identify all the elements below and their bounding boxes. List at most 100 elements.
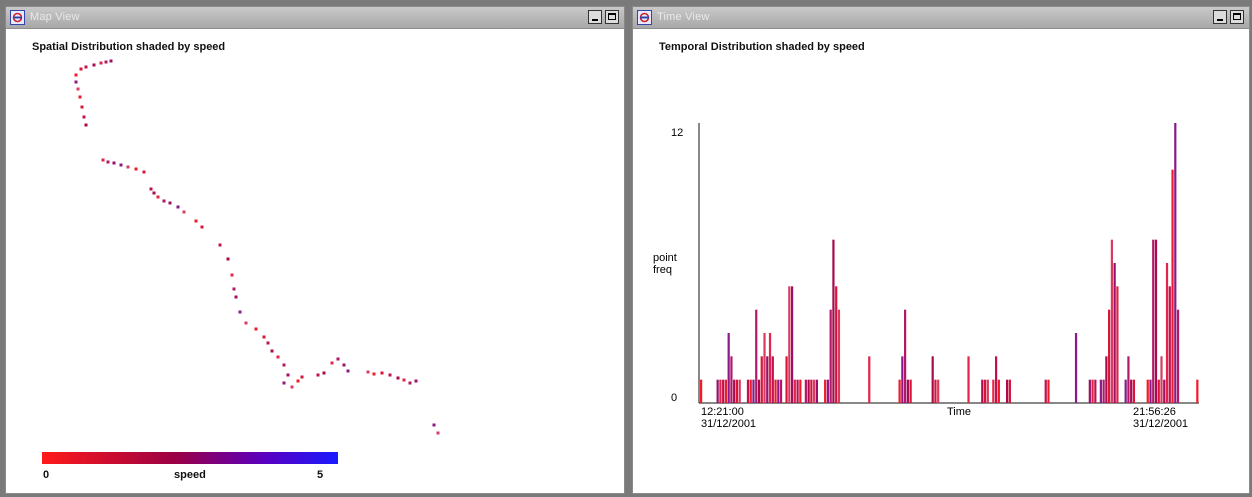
y-axis-label-line2: freq bbox=[653, 264, 672, 276]
map-point bbox=[436, 431, 440, 435]
time-bar bbox=[796, 379, 799, 403]
time-bar bbox=[904, 309, 907, 403]
map-point bbox=[112, 161, 116, 165]
time-bar bbox=[829, 309, 832, 403]
time-bar bbox=[997, 379, 1000, 403]
map-point bbox=[366, 370, 370, 374]
time-bar bbox=[824, 379, 827, 403]
time-bar bbox=[1174, 123, 1177, 403]
time-bar bbox=[1094, 379, 1097, 403]
time-bar bbox=[832, 239, 835, 403]
time-bar bbox=[760, 356, 763, 403]
map-point bbox=[152, 191, 156, 195]
time-bar bbox=[777, 379, 780, 403]
map-point bbox=[104, 60, 108, 64]
map-point bbox=[238, 310, 242, 314]
time-bar bbox=[1160, 356, 1163, 403]
map-point bbox=[282, 381, 286, 385]
map-point bbox=[316, 373, 320, 377]
map-point bbox=[234, 295, 238, 299]
time-bar bbox=[752, 379, 755, 403]
map-point bbox=[342, 363, 346, 367]
time-bar bbox=[1099, 379, 1102, 403]
time-bar bbox=[1047, 379, 1050, 403]
map-point bbox=[84, 65, 88, 69]
time-bar bbox=[1168, 286, 1171, 403]
time-bar bbox=[733, 379, 736, 403]
time-bar bbox=[1108, 309, 1111, 403]
x-start-time: 12:21:00 bbox=[701, 406, 744, 418]
map-point bbox=[84, 123, 88, 127]
x-end-time: 21:56:26 bbox=[1133, 406, 1176, 418]
time-bar bbox=[1116, 286, 1119, 403]
map-point bbox=[402, 378, 406, 382]
time-bar bbox=[994, 356, 998, 403]
map-point bbox=[182, 210, 186, 214]
map-point bbox=[176, 205, 180, 209]
minimize-button[interactable] bbox=[1213, 10, 1227, 24]
map-point bbox=[266, 341, 270, 345]
time-bar bbox=[1154, 239, 1158, 403]
time-bar bbox=[738, 379, 741, 403]
time-bar bbox=[898, 379, 901, 403]
map-point bbox=[262, 335, 266, 339]
time-bar bbox=[785, 356, 788, 403]
time-bar bbox=[1124, 379, 1127, 403]
maximize-button[interactable] bbox=[1230, 10, 1244, 24]
map-point bbox=[330, 361, 334, 365]
time-bar bbox=[981, 379, 984, 403]
time-bar bbox=[1110, 239, 1113, 403]
time-bar bbox=[815, 379, 818, 403]
time-bar bbox=[983, 379, 987, 403]
time-bar bbox=[766, 356, 769, 403]
map-view-window[interactable]: Map View Spatial Distribution shaded by … bbox=[5, 6, 625, 494]
map-point bbox=[286, 373, 290, 377]
time-bar bbox=[1008, 379, 1011, 403]
map-point bbox=[76, 87, 80, 91]
time-view-titlebar[interactable]: Time View bbox=[633, 7, 1249, 29]
map-point bbox=[380, 371, 384, 375]
temporal-distribution-chart[interactable]: 12 0 point freq Time 12:21:00 31/12/2001… bbox=[633, 7, 1250, 494]
y-tick-bottom: 0 bbox=[671, 392, 677, 404]
map-point bbox=[142, 170, 146, 174]
time-bar bbox=[1105, 356, 1108, 403]
maximize-button[interactable] bbox=[605, 10, 619, 24]
time-bar bbox=[788, 286, 791, 403]
time-bar bbox=[790, 286, 794, 403]
map-point bbox=[101, 158, 105, 162]
time-bar bbox=[727, 333, 730, 403]
map-point bbox=[254, 327, 258, 331]
minimize-button[interactable] bbox=[588, 10, 602, 24]
time-bar bbox=[749, 379, 752, 403]
time-bar bbox=[810, 379, 813, 403]
map-point bbox=[74, 73, 78, 77]
map-point bbox=[156, 195, 160, 199]
time-bar bbox=[755, 309, 758, 403]
time-heading: Temporal Distribution shaded by speed bbox=[659, 41, 865, 53]
legend-min-label: 0 bbox=[43, 469, 50, 481]
time-bar bbox=[837, 309, 841, 403]
time-bar bbox=[1127, 356, 1130, 403]
map-point bbox=[194, 219, 198, 223]
time-bar bbox=[768, 333, 772, 403]
map-point bbox=[372, 372, 376, 376]
time-bar bbox=[937, 379, 940, 403]
time-bar bbox=[771, 356, 774, 403]
time-bar bbox=[1102, 379, 1105, 403]
map-point bbox=[408, 381, 412, 385]
time-bar bbox=[804, 379, 807, 403]
x-axis-label: Time bbox=[947, 406, 971, 418]
time-bar bbox=[1146, 379, 1149, 403]
time-bar bbox=[901, 356, 904, 403]
time-bar bbox=[931, 356, 934, 403]
map-point bbox=[106, 160, 110, 164]
map-view-titlebar[interactable]: Map View bbox=[6, 7, 624, 29]
map-point bbox=[149, 187, 153, 191]
time-bar bbox=[730, 356, 733, 403]
map-heading: Spatial Distribution shaded by speed bbox=[32, 41, 226, 53]
time-bar bbox=[722, 379, 725, 403]
time-view-window[interactable]: Time View Temporal Distribution shaded b… bbox=[632, 6, 1250, 494]
spatial-distribution-map[interactable] bbox=[6, 7, 625, 494]
time-bar bbox=[1171, 169, 1174, 403]
map-point bbox=[134, 167, 138, 171]
